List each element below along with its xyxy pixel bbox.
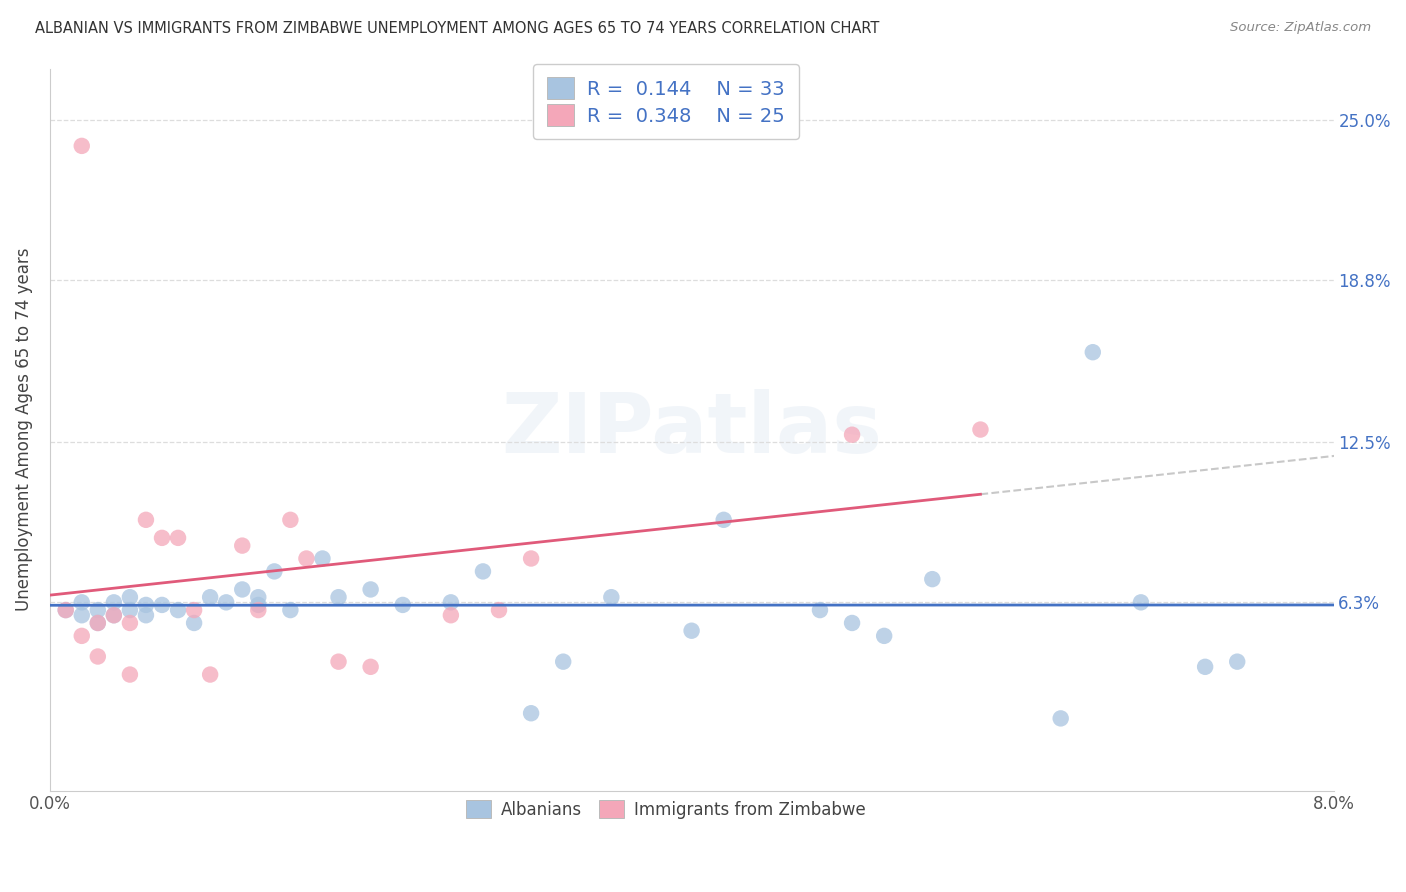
Point xyxy=(328,655,350,669)
Point xyxy=(247,603,270,617)
Point xyxy=(360,582,382,597)
Point xyxy=(70,595,93,609)
Point xyxy=(118,603,141,617)
Point xyxy=(247,598,270,612)
Point xyxy=(553,655,575,669)
Point xyxy=(70,629,93,643)
Legend: Albanians, Immigrants from Zimbabwe: Albanians, Immigrants from Zimbabwe xyxy=(460,794,872,826)
Point xyxy=(118,590,141,604)
Point xyxy=(150,598,173,612)
Point xyxy=(103,595,125,609)
Point xyxy=(520,551,543,566)
Point xyxy=(841,427,863,442)
Point xyxy=(391,598,413,612)
Point xyxy=(103,608,125,623)
Point xyxy=(1194,660,1216,674)
Point xyxy=(183,615,205,630)
Point xyxy=(118,667,141,681)
Point xyxy=(713,513,735,527)
Point xyxy=(87,615,110,630)
Point xyxy=(55,603,77,617)
Point xyxy=(198,590,221,604)
Point xyxy=(135,513,157,527)
Point xyxy=(280,513,302,527)
Point xyxy=(118,615,141,630)
Point xyxy=(295,551,318,566)
Point xyxy=(150,531,173,545)
Text: ZIPatlas: ZIPatlas xyxy=(501,389,882,470)
Point xyxy=(472,565,495,579)
Point xyxy=(215,595,238,609)
Point xyxy=(440,595,463,609)
Point xyxy=(280,603,302,617)
Point xyxy=(167,603,190,617)
Point xyxy=(488,603,510,617)
Point xyxy=(70,608,93,623)
Point xyxy=(263,565,285,579)
Point xyxy=(247,590,270,604)
Point xyxy=(198,667,221,681)
Text: Source: ZipAtlas.com: Source: ZipAtlas.com xyxy=(1230,21,1371,34)
Point xyxy=(87,649,110,664)
Point xyxy=(440,608,463,623)
Point xyxy=(231,539,253,553)
Point xyxy=(328,590,350,604)
Point xyxy=(921,572,943,586)
Point xyxy=(103,608,125,623)
Point xyxy=(183,603,205,617)
Point xyxy=(55,603,77,617)
Point xyxy=(1129,595,1152,609)
Point xyxy=(231,582,253,597)
Point xyxy=(1081,345,1104,359)
Point xyxy=(1049,711,1071,725)
Point xyxy=(87,603,110,617)
Point xyxy=(841,615,863,630)
Point xyxy=(600,590,623,604)
Point xyxy=(1226,655,1249,669)
Point xyxy=(969,423,991,437)
Point xyxy=(87,615,110,630)
Point xyxy=(70,139,93,153)
Point xyxy=(360,660,382,674)
Text: ALBANIAN VS IMMIGRANTS FROM ZIMBABWE UNEMPLOYMENT AMONG AGES 65 TO 74 YEARS CORR: ALBANIAN VS IMMIGRANTS FROM ZIMBABWE UNE… xyxy=(35,21,880,36)
Point xyxy=(135,608,157,623)
Point xyxy=(808,603,831,617)
Point xyxy=(167,531,190,545)
Point xyxy=(520,706,543,721)
Point xyxy=(873,629,896,643)
Point xyxy=(681,624,703,638)
Point xyxy=(311,551,333,566)
Point xyxy=(135,598,157,612)
Y-axis label: Unemployment Among Ages 65 to 74 years: Unemployment Among Ages 65 to 74 years xyxy=(15,248,32,611)
